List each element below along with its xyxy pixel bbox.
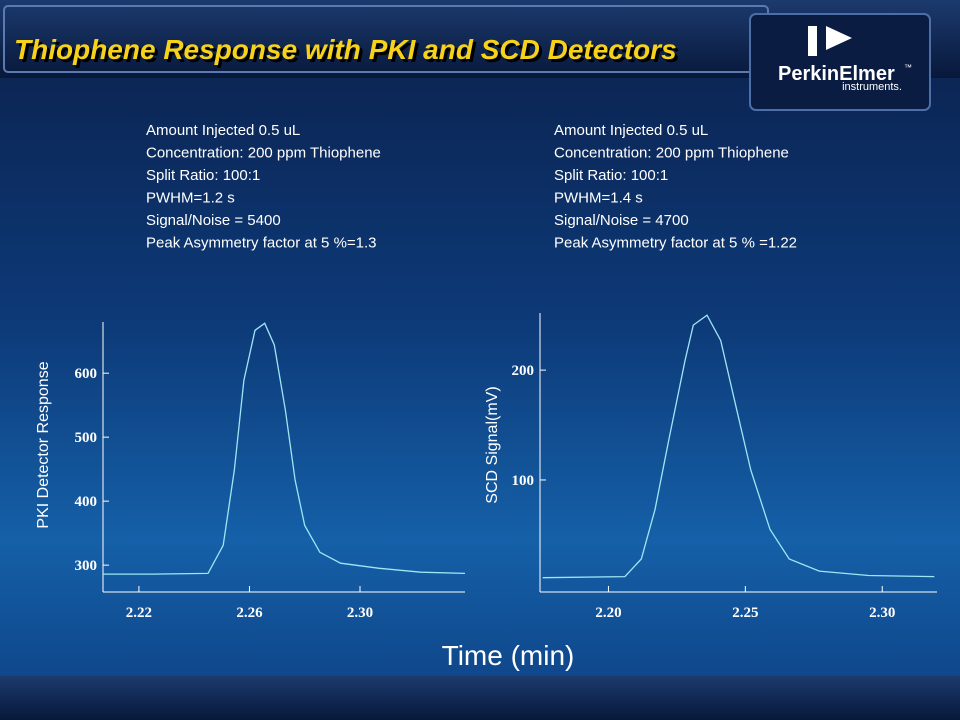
x-tick-label: 2.30 [347,605,373,621]
y-axis-label: SCD Signal(mV) [484,386,501,503]
logo-name: PerkinElmer [778,63,895,85]
annotation: Amount Injected 0.5 uL [146,122,300,139]
x-tick-label: 2.30 [869,605,895,621]
annotation: Split Ratio: 100:1 [146,167,260,184]
data-line [542,314,935,579]
logo-box [749,13,931,111]
y-tick-label: 500 [75,430,98,446]
annotation: Concentration: 200 ppm Thiophene [146,145,381,162]
annotation: Split Ratio: 100:1 [554,167,668,184]
logo-mark [826,26,852,50]
annotation: Concentration: 200 ppm Thiophene [554,145,789,162]
y-tick-label: 600 [75,366,98,382]
annotation: PWHM=1.4 s [554,190,643,207]
annotation: Signal/Noise = 4700 [554,212,689,229]
title: Thiophene Response with PKI and SCD Dete… [14,34,677,65]
annotation: PWHM=1.2 s [146,190,235,207]
annotation: Amount Injected 0.5 uL [554,122,708,139]
x-tick-label: 2.25 [732,605,758,621]
y-tick-label: 200 [512,363,535,379]
title-shadow: Thiophene Response with PKI and SCD Dete… [17,37,680,68]
x-tick-label: 2.20 [595,605,621,621]
y-tick-label: 400 [75,494,98,510]
annotation: Peak Asymmetry factor at 5 %=1.3 [146,235,377,252]
y-axis-label: PKI Detector Response [35,361,52,528]
x-axis-label: Time (min) [442,640,575,671]
logo-tm: ™ [904,63,912,72]
y-tick-label: 100 [512,473,535,489]
data-line [103,322,466,575]
annotation: Peak Asymmetry factor at 5 % =1.22 [554,235,797,252]
annotation: Signal/Noise = 5400 [146,212,281,229]
footer-bar [0,676,960,720]
x-tick-label: 2.22 [126,605,152,621]
x-tick-label: 2.26 [236,605,263,621]
logo-sub: instruments. [842,81,902,93]
logo-mark [808,26,817,56]
y-tick-label: 300 [75,558,98,574]
